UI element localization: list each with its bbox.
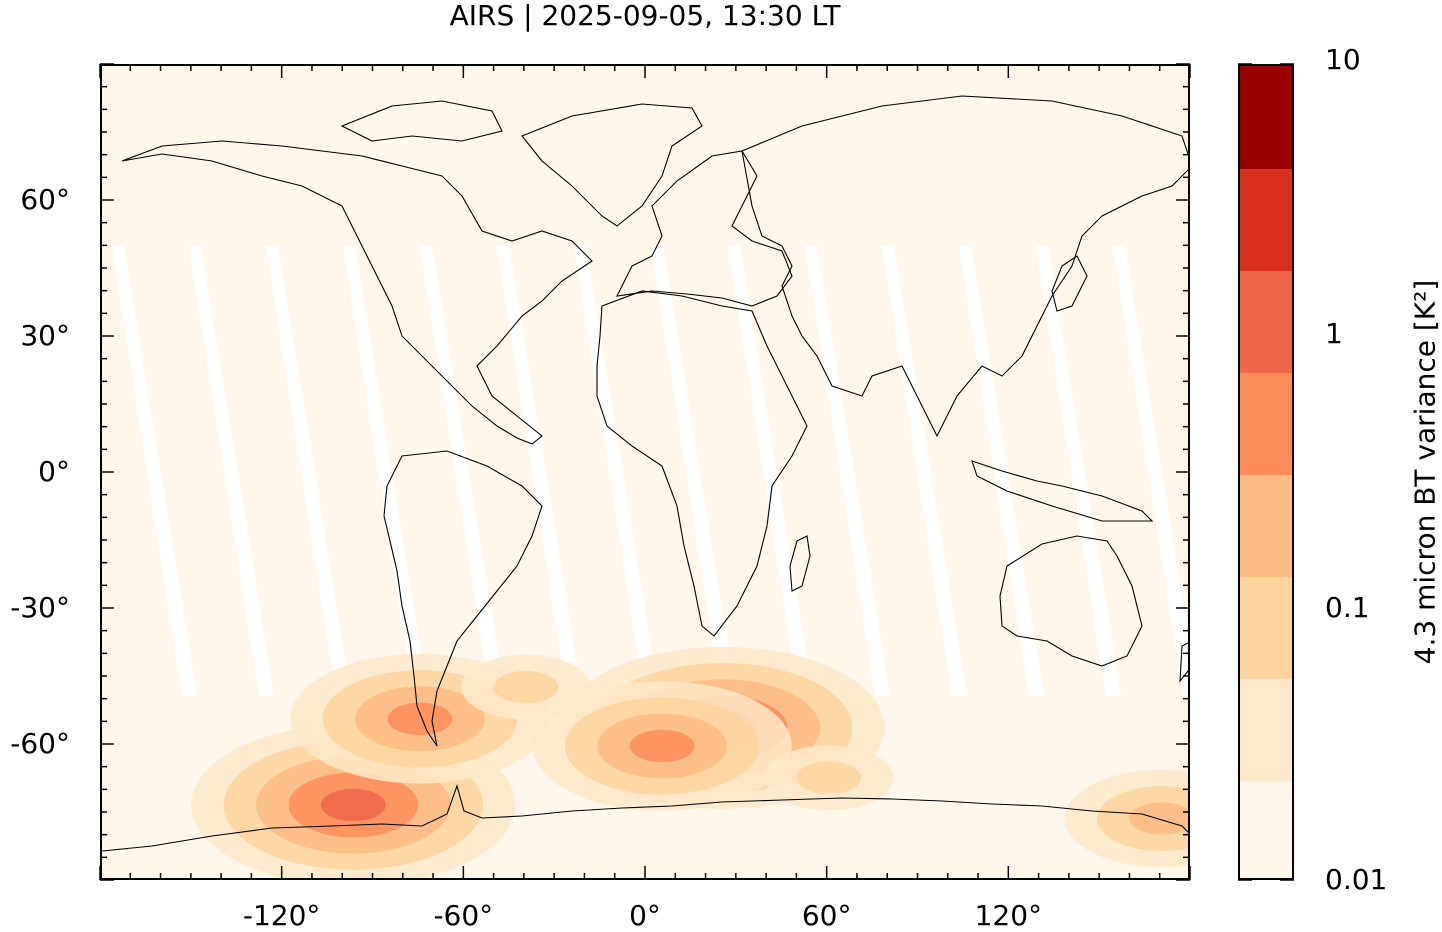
- swath-gap: [343, 246, 428, 696]
- swath-gap: [189, 246, 274, 696]
- swath-gap: [266, 246, 351, 696]
- colorbar-segment: [1240, 66, 1292, 169]
- colorbar-tick-label: 0.01: [1325, 863, 1388, 896]
- colorbar-segment: [1240, 780, 1292, 878]
- variance-contour: [796, 761, 862, 794]
- colorbar-segment: [1240, 474, 1292, 577]
- colorbar-segment: [1240, 270, 1292, 373]
- lon-tick-label: 120°: [974, 899, 1043, 932]
- lat-tick-label: 30°: [20, 319, 70, 352]
- coastline-asia: [741, 95, 1188, 438]
- swath-gap: [805, 246, 890, 696]
- coastline-madagascar: [789, 535, 811, 592]
- lon-tick-label: 60°: [801, 899, 852, 932]
- coastline-africa: [596, 290, 808, 637]
- lat-tick-label: 0°: [38, 455, 70, 488]
- coastline-europe: [616, 150, 793, 307]
- swath-gap: [497, 246, 582, 696]
- colorbar-segment: [1240, 372, 1292, 475]
- coastline-indonesia: [971, 460, 1154, 522]
- map-canvas: [102, 95, 1188, 878]
- swath-gap: [574, 246, 659, 696]
- swath-gap: [728, 246, 813, 696]
- swath-gap: [882, 246, 967, 696]
- coastline-north-america: [121, 140, 593, 445]
- coastline-australia: [999, 535, 1143, 667]
- colorbar-tick-label: 10: [1325, 43, 1361, 76]
- swath-gap: [1113, 246, 1188, 696]
- variance-contour: [320, 788, 386, 822]
- swath-gap: [651, 246, 736, 696]
- colorbar-segment: [1240, 168, 1292, 271]
- swath-gap: [1036, 246, 1121, 696]
- lon-tick-label: -60°: [433, 899, 494, 932]
- colorbar-segment: [1240, 678, 1292, 781]
- colorbar-tick-label: 0.1: [1325, 591, 1370, 624]
- coastline-japan: [1051, 255, 1088, 312]
- lat-tick-label: -30°: [10, 591, 70, 624]
- variance-contour: [629, 729, 695, 763]
- variance-contour: [387, 702, 453, 735]
- coastlines: [102, 95, 1188, 852]
- variance-contour: [493, 670, 559, 704]
- coastline-antarctica: [102, 784, 1188, 852]
- coastline-south-america: [383, 450, 543, 747]
- coastline-new-zealand: [1179, 642, 1188, 683]
- world-map: [100, 64, 1190, 880]
- swath-gap: [112, 246, 197, 696]
- lat-tick-label: 60°: [20, 183, 70, 216]
- colorbar-tick-label: 1: [1325, 317, 1343, 350]
- lat-tick-label: -60°: [10, 727, 70, 760]
- colorbar-title: 4.3 micron BT variance [K²]: [1408, 279, 1442, 665]
- lon-tick-label: 0°: [629, 899, 661, 932]
- chart-title: AIRS | 2025-09-05, 13:30 LT: [449, 0, 841, 32]
- coastline-arctic-islands: [340, 100, 503, 142]
- lon-tick-label: -120°: [242, 899, 321, 932]
- swath-gap: [420, 246, 505, 696]
- variance-field: [191, 646, 1188, 878]
- colorbar: [1238, 64, 1294, 880]
- orbit-swath-gaps: [112, 246, 1188, 696]
- coastline-greenland: [521, 103, 703, 227]
- colorbar-segment: [1240, 576, 1292, 679]
